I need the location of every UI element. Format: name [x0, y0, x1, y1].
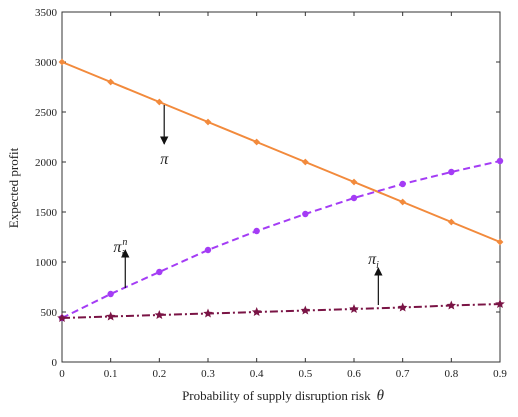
data-point-pi [399, 198, 407, 206]
series-line-pi [61, 61, 501, 243]
data-point-pi [155, 98, 163, 106]
data-point-pi_i [397, 302, 408, 312]
series-line-pi_i [61, 303, 501, 319]
x-tick-label: 0.8 [444, 368, 458, 380]
y-tick-label: 500 [41, 307, 58, 319]
y-tick-label: 0 [52, 357, 58, 369]
data-point-pi_i [349, 304, 359, 313]
x-tick-label: 0.4 [250, 368, 264, 380]
data-point-pi_i [495, 299, 505, 308]
data-point-pi [204, 118, 212, 126]
annotation-label: πn i [113, 237, 127, 260]
x-tick-label: 0.9 [493, 368, 507, 380]
data-point-pi_i [203, 308, 213, 318]
series-pi [58, 58, 504, 246]
data-point-pi_n_i [350, 194, 358, 202]
y-tick-label: 1500 [35, 207, 58, 219]
data-point-pi_n_i [156, 268, 163, 276]
series-layer [57, 58, 505, 322]
data-point-pi_n_i [253, 227, 260, 235]
series-pi_i [57, 299, 505, 322]
x-axis-title: Probability of supply disruption risk θ [182, 388, 385, 404]
y-tick-label: 2500 [35, 107, 58, 119]
y-tick-label: 3000 [35, 57, 58, 69]
x-tick-label: 0.2 [152, 368, 166, 380]
data-point-pi_i [57, 313, 67, 322]
annotation-label: π [160, 151, 169, 168]
data-point-pi [301, 158, 309, 166]
data-point-pi_n_i [399, 180, 406, 188]
x-tick-label: 0.1 [104, 368, 118, 380]
annotation-pi_i: πi [368, 251, 383, 305]
y-tick-label: 2000 [35, 157, 58, 169]
annotations: π πn i πi [113, 105, 383, 305]
data-point-pi [58, 58, 66, 66]
x-tick-label: 0.7 [396, 368, 410, 380]
data-point-pi [253, 138, 261, 146]
y-tick-label: 3500 [35, 7, 58, 19]
plot-frame [61, 11, 501, 363]
data-point-pi_n_i [302, 210, 309, 218]
data-point-pi [447, 218, 455, 226]
annotation-label: πi [368, 251, 379, 271]
data-point-pi_i [446, 300, 457, 310]
x-tick-label: 0 [59, 368, 65, 380]
data-point-pi [107, 78, 115, 86]
annotation-pi: π [159, 105, 169, 168]
annotation-pi_n_i: πn i [113, 237, 130, 288]
x-tick-label: 0.6 [347, 368, 361, 380]
plot-area-border [61, 11, 501, 363]
data-point-pi_n_i [448, 168, 455, 176]
data-point-pi_n_i [204, 246, 212, 254]
x-tick-label: 0.5 [298, 368, 312, 380]
series-line-pi_n_i [61, 160, 501, 319]
data-point-pi_i [154, 310, 165, 319]
data-point-pi_i [300, 305, 311, 315]
x-tick-label: 0.3 [201, 368, 215, 380]
data-point-pi_n_i [107, 290, 114, 298]
data-point-pi [496, 238, 504, 246]
data-point-pi [350, 178, 358, 186]
y-tick-label: 1000 [35, 257, 58, 269]
data-point-pi_n_i [496, 157, 504, 165]
y-axis-title: Expected profit [6, 147, 21, 228]
axis-ticks: 0 0.1 0.2 0.3 0.4 0.5 0.6 0.7 0.8 0.9 0 500 1000 1500… [35, 7, 507, 380]
data-point-pi_i [251, 307, 262, 316]
data-point-pi_i [105, 311, 116, 321]
